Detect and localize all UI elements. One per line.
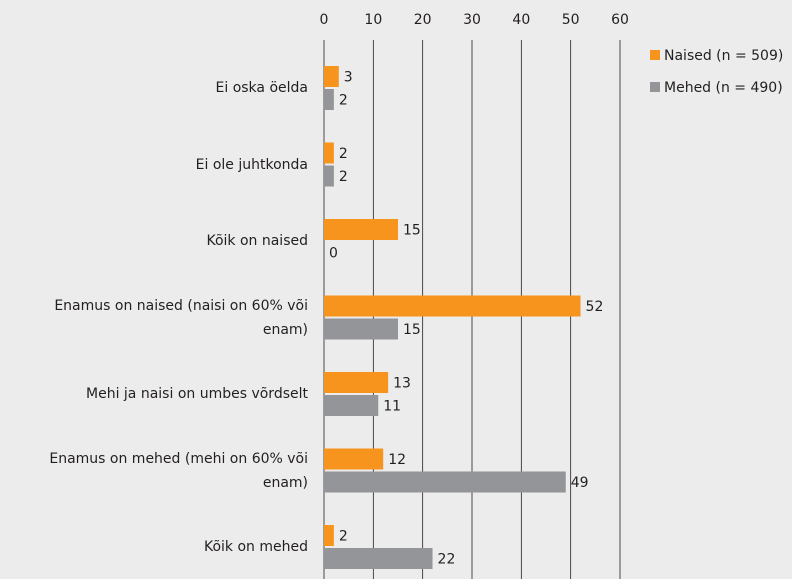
bar bbox=[324, 372, 389, 393]
bar bbox=[324, 548, 433, 569]
value-label: 52 bbox=[586, 299, 604, 315]
value-label: 2 bbox=[339, 169, 348, 185]
value-label: 22 bbox=[438, 552, 456, 568]
bar bbox=[324, 142, 334, 164]
x-tick-label: 40 bbox=[512, 12, 530, 28]
x-tick-label: 0 bbox=[320, 12, 329, 28]
bar bbox=[324, 471, 566, 493]
bar bbox=[324, 525, 334, 546]
category-label: Ei ole juhtkonda bbox=[195, 156, 308, 173]
category-label: Ei oska öelda bbox=[215, 80, 308, 96]
bar bbox=[324, 165, 334, 187]
bar bbox=[324, 219, 398, 240]
bar bbox=[324, 448, 384, 470]
value-label: 15 bbox=[403, 223, 421, 239]
bar bbox=[324, 318, 398, 340]
value-label: 3 bbox=[344, 70, 353, 86]
category-label: Mehi ja naisi on umbes võrdselt bbox=[86, 386, 308, 402]
value-label: 2 bbox=[339, 93, 348, 109]
bar bbox=[324, 66, 339, 87]
legend-swatch bbox=[650, 50, 660, 60]
x-tick-label: 50 bbox=[562, 12, 580, 28]
legend-label: Naised (n = 509) bbox=[664, 48, 783, 64]
value-label: 15 bbox=[403, 322, 421, 338]
legend-label: Mehed (n = 490) bbox=[664, 80, 783, 96]
value-label: 2 bbox=[339, 529, 348, 545]
legend-swatch bbox=[650, 82, 660, 92]
value-label: 0 bbox=[329, 246, 338, 262]
x-tick-label: 30 bbox=[463, 12, 481, 28]
value-label: 11 bbox=[383, 399, 401, 415]
bar bbox=[324, 395, 379, 416]
category-label: Kõik on mehed bbox=[203, 539, 308, 555]
bar bbox=[324, 89, 334, 110]
value-label: 49 bbox=[571, 475, 589, 491]
x-tick-label: 20 bbox=[414, 12, 432, 28]
category-label: Enamus on naised (naisi on 60% või enam) bbox=[54, 297, 308, 338]
x-tick-label: 60 bbox=[611, 12, 629, 28]
value-label: 13 bbox=[393, 376, 411, 392]
category-label: Kõik on naised bbox=[206, 233, 308, 249]
value-label: 2 bbox=[339, 146, 348, 162]
value-label: 12 bbox=[388, 452, 406, 468]
x-tick-label: 10 bbox=[364, 12, 382, 28]
category-label: Enamus on mehed (mehi on 60% või enam) bbox=[49, 450, 308, 491]
bar bbox=[324, 295, 581, 317]
